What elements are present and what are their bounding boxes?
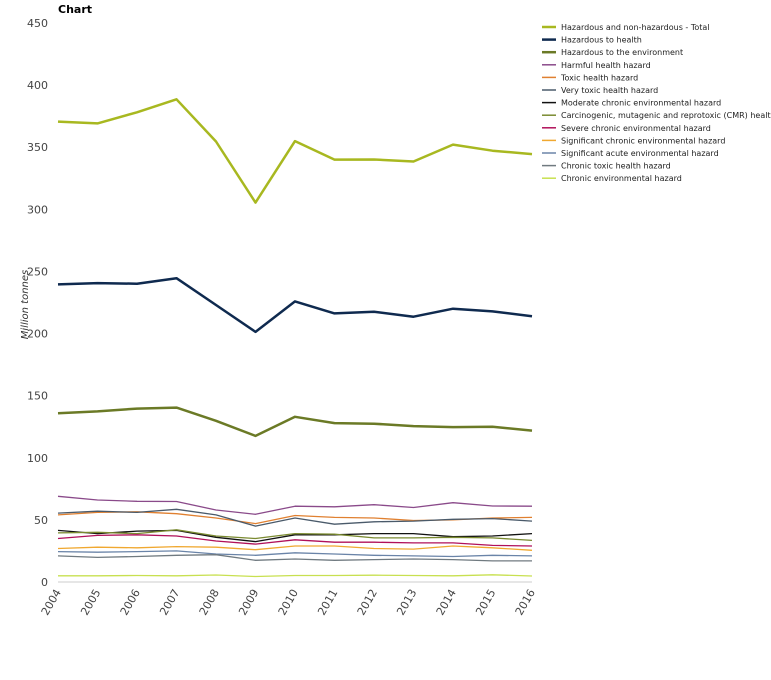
legend-item[interactable]: Harmful health hazard: [542, 61, 651, 70]
series-line: [57, 508, 533, 527]
x-tick-label: 2004: [39, 587, 64, 618]
x-tick-label: 2006: [118, 587, 143, 618]
series-line: [57, 98, 533, 204]
legend-label: Significant acute environmental hazard: [561, 149, 719, 158]
legend-label: Hazardous and non-hazardous - Total: [561, 23, 710, 32]
series-lines: [57, 98, 533, 578]
legend-label: Harmful health hazard: [561, 61, 651, 70]
x-tick-label: 2015: [473, 587, 498, 618]
legend[interactable]: Hazardous and non-hazardous - Total Hazar…: [542, 23, 771, 183]
y-tick-label: 50: [34, 514, 48, 527]
y-tick-label: 350: [27, 141, 48, 154]
legend-item[interactable]: Hazardous to the environment: [542, 48, 683, 57]
legend-label: Toxic health hazard: [560, 73, 638, 82]
y-axis-label: Million tonnes: [20, 270, 31, 339]
series-line: [57, 550, 533, 558]
x-tick-label: 2007: [157, 587, 182, 618]
legend-label: Chronic environmental hazard: [561, 174, 682, 183]
legend-label: Severe chronic environmental hazard: [561, 124, 711, 133]
series-line: [57, 495, 533, 515]
legend-item[interactable]: Toxic health hazard: [542, 73, 638, 82]
x-tick-label: 2014: [434, 587, 459, 618]
x-tick-label: 2009: [236, 587, 261, 618]
chart-title: Chart: [58, 3, 93, 16]
legend-item[interactable]: Significant chronic environmental hazard: [542, 136, 725, 145]
series-line: [57, 406, 533, 438]
legend-item[interactable]: Moderate chronic environmental hazard: [542, 99, 721, 108]
y-axis: 0 50 100 150 200 250 300 350 400 450: [27, 17, 48, 589]
series-line: [57, 276, 533, 334]
legend-item[interactable]: Hazardous and non-hazardous - Total: [542, 23, 710, 32]
series-line: [57, 529, 533, 542]
legend-label: Chronic toxic health hazard: [561, 162, 671, 171]
y-tick-label: 150: [27, 390, 48, 403]
legend-item[interactable]: Carcinogenic, mutagenic and reprotoxic (…: [542, 111, 771, 120]
legend-item[interactable]: Significant acute environmental hazard: [542, 149, 719, 158]
y-tick-label: 100: [27, 452, 48, 465]
legend-label: Significant chronic environmental hazard: [561, 136, 725, 145]
legend-item[interactable]: Chronic toxic health hazard: [542, 162, 671, 171]
x-tick-label: 2005: [78, 587, 103, 618]
x-tick-label: 2016: [513, 587, 538, 618]
x-tick-label: 2011: [315, 587, 340, 618]
legend-item[interactable]: Very toxic health hazard: [542, 86, 658, 95]
series-line: [57, 554, 532, 562]
y-tick-label: 400: [27, 79, 48, 92]
legend-label: Very toxic health hazard: [561, 86, 658, 95]
legend-item[interactable]: Hazardous to health: [542, 36, 642, 45]
legend-item[interactable]: Chronic environmental hazard: [542, 174, 682, 183]
y-tick-label: 450: [27, 17, 48, 30]
x-axis: 2004 2005 2006 2007 2008 2009 2010 2011 2012 2013…: [39, 581, 538, 618]
y-tick-label: 0: [41, 576, 48, 589]
y-tick-label: 250: [27, 265, 48, 278]
x-tick-label: 2008: [197, 587, 222, 618]
series-line: [57, 545, 533, 551]
legend-label: Hazardous to the environment: [561, 48, 683, 57]
legend-label: Carcinogenic, mutagenic and reprotoxic (…: [561, 111, 771, 120]
legend-label: Hazardous to health: [561, 36, 642, 45]
x-tick-label: 2012: [355, 587, 380, 618]
series-line: [58, 574, 533, 578]
x-tick-label: 2013: [394, 587, 419, 618]
legend-item[interactable]: Severe chronic environmental hazard: [542, 124, 711, 133]
series-line: [57, 534, 533, 547]
y-tick-label: 300: [27, 203, 48, 216]
x-tick-label: 2010: [276, 587, 301, 618]
y-tick-label: 200: [27, 328, 48, 341]
legend-label: Moderate chronic environmental hazard: [561, 99, 721, 108]
